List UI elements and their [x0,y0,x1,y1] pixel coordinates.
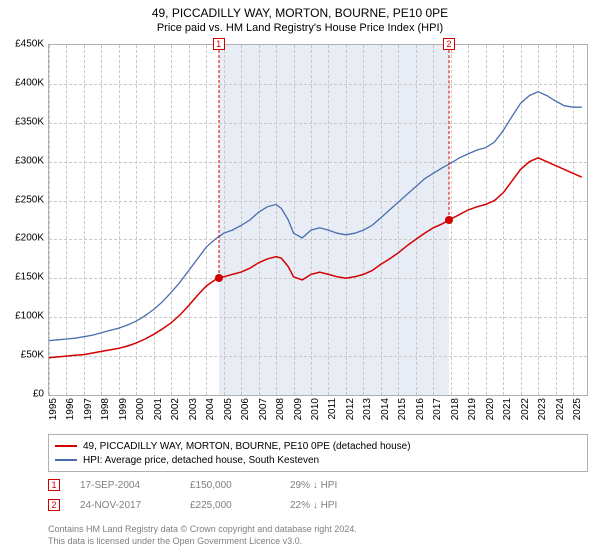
x-tick-label: 2020 [485,398,496,428]
series-hpi [49,92,582,341]
footer-line-2: This data is licensed under the Open Gov… [48,536,357,548]
legend-item-hpi: HPI: Average price, detached house, Sout… [55,453,581,467]
sale-price-2: £225,000 [190,500,290,511]
legend-swatch-property [55,445,77,447]
x-tick-label: 2004 [205,398,216,428]
plot-area: 12 [48,44,588,396]
legend: 49, PICCADILLY WAY, MORTON, BOURNE, PE10… [48,434,588,472]
y-tick-label: £300K [0,155,44,166]
sale-row-1: 1 17-SEP-2004 £150,000 29% ↓ HPI [48,478,588,492]
x-tick-label: 2021 [502,398,513,428]
x-tick-label: 1998 [100,398,111,428]
x-tick-label: 1996 [65,398,76,428]
x-tick-label: 2015 [397,398,408,428]
footer-line-1: Contains HM Land Registry data © Crown c… [48,524,357,536]
x-tick-label: 2007 [258,398,269,428]
x-tick-label: 1999 [118,398,129,428]
x-tick-label: 2006 [240,398,251,428]
legend-label-hpi: HPI: Average price, detached house, Sout… [83,455,319,466]
x-tick-label: 2009 [293,398,304,428]
chart-subtitle: Price paid vs. HM Land Registry's House … [0,22,600,34]
sale-flag-2: 2 [443,38,455,50]
x-tick-label: 2002 [170,398,181,428]
x-tick-label: 2003 [188,398,199,428]
sale-point-1 [215,274,223,282]
x-tick-label: 1997 [83,398,94,428]
sale-flag-1: 1 [213,38,225,50]
chart-container: 49, PICCADILLY WAY, MORTON, BOURNE, PE10… [0,0,600,560]
x-tick-label: 2005 [223,398,234,428]
x-tick-label: 2016 [415,398,426,428]
x-tick-label: 2011 [327,398,338,428]
x-tick-label: 2008 [275,398,286,428]
y-tick-label: £150K [0,272,44,283]
y-tick-label: £50K [0,350,44,361]
legend-item-property: 49, PICCADILLY WAY, MORTON, BOURNE, PE10… [55,439,581,453]
x-tick-label: 2022 [520,398,531,428]
x-tick-label: 2018 [450,398,461,428]
x-tick-label: 2023 [537,398,548,428]
x-tick-label: 1995 [48,398,59,428]
chart-title: 49, PICCADILLY WAY, MORTON, BOURNE, PE10… [0,0,600,22]
series-property [49,158,582,358]
x-tick-label: 2017 [432,398,443,428]
y-tick-label: £400K [0,77,44,88]
sale-marker-1: 1 [48,479,60,491]
x-tick-label: 2019 [467,398,478,428]
y-tick-label: £350K [0,116,44,127]
legend-swatch-hpi [55,459,77,461]
x-tick-label: 2010 [310,398,321,428]
y-tick-label: £100K [0,311,44,322]
x-tick-label: 2013 [362,398,373,428]
x-tick-label: 2024 [555,398,566,428]
footer: Contains HM Land Registry data © Crown c… [48,524,357,547]
x-tick-label: 2012 [345,398,356,428]
legend-label-property: 49, PICCADILLY WAY, MORTON, BOURNE, PE10… [83,441,411,452]
sale-date-2: 24-NOV-2017 [80,500,190,511]
y-tick-label: £200K [0,233,44,244]
x-tick-label: 2025 [572,398,583,428]
y-tick-label: £450K [0,39,44,50]
x-tick-label: 2014 [380,398,391,428]
sale-marker-2: 2 [48,499,60,511]
x-tick-label: 2000 [135,398,146,428]
sale-diff-1: 29% ↓ HPI [290,480,337,491]
sale-point-2 [445,216,453,224]
sale-row-2: 2 24-NOV-2017 £225,000 22% ↓ HPI [48,498,588,512]
sale-date-1: 17-SEP-2004 [80,480,190,491]
sale-price-1: £150,000 [190,480,290,491]
sale-diff-2: 22% ↓ HPI [290,500,337,511]
x-tick-label: 2001 [153,398,164,428]
y-tick-label: £250K [0,194,44,205]
y-tick-label: £0 [0,389,44,400]
